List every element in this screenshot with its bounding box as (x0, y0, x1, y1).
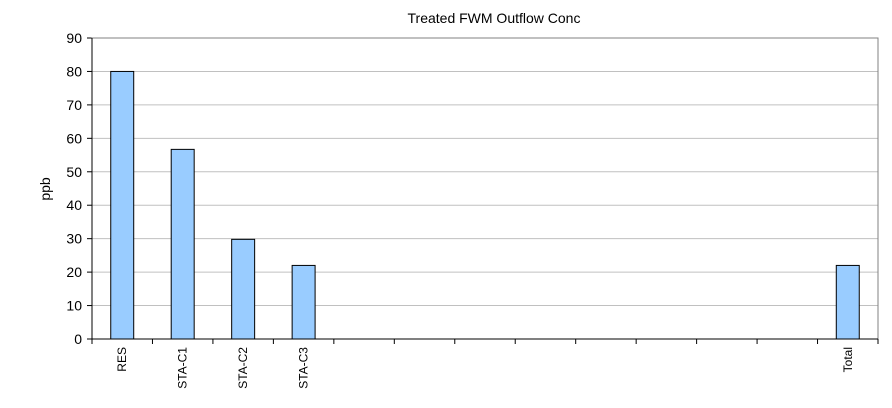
bars (110, 70, 860, 340)
x-tick-label: RES (115, 347, 129, 372)
y-tick-label: 10 (66, 298, 82, 314)
plot-area (92, 38, 878, 339)
y-tick-label: 70 (66, 97, 82, 113)
y-tick-label: 50 (66, 164, 82, 180)
x-tick-labels: RES STA-C1 STA-C2 STA-C3 Total (115, 347, 855, 389)
bar-res (110, 70, 135, 340)
x-tick-label: STA-C1 (176, 347, 190, 389)
x-tick-label: Total (841, 347, 855, 372)
bar-sta-c2 (231, 238, 256, 340)
y-tick-label: 0 (74, 331, 82, 347)
x-tick-label: STA-C2 (236, 347, 250, 389)
bar-total (835, 264, 860, 340)
y-tick-labels: 0 10 20 30 40 50 60 70 80 90 (66, 30, 82, 347)
x-tick-label: STA-C3 (297, 347, 311, 389)
y-tick-label: 60 (66, 130, 82, 146)
y-tick-label: 90 (66, 30, 82, 46)
bar-sta-c3 (291, 264, 316, 340)
y-tick-label: 40 (66, 197, 82, 213)
y-tick-label: 20 (66, 264, 82, 280)
y-tick-label: 80 (66, 63, 82, 79)
y-axis-label: ppb (37, 177, 53, 201)
chart-title: Treated FWM Outflow Conc (408, 10, 581, 26)
bar-sta-c1 (170, 148, 195, 340)
y-tick-label: 30 (66, 231, 82, 247)
gridlines (92, 37, 878, 339)
axes (87, 37, 879, 344)
